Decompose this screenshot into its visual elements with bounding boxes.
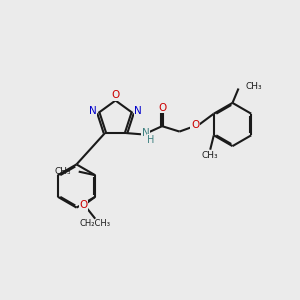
Text: N: N bbox=[142, 128, 150, 138]
Text: N: N bbox=[134, 106, 142, 116]
Text: CH₃: CH₃ bbox=[246, 82, 262, 91]
Text: O: O bbox=[80, 200, 88, 210]
Text: CH₃: CH₃ bbox=[202, 151, 218, 160]
Text: N: N bbox=[89, 106, 97, 116]
Text: O: O bbox=[158, 103, 166, 113]
Text: CH₂CH₃: CH₂CH₃ bbox=[80, 219, 111, 228]
Text: O: O bbox=[191, 120, 199, 130]
Text: CH₃: CH₃ bbox=[55, 167, 71, 176]
Text: H: H bbox=[147, 135, 154, 145]
Text: O: O bbox=[111, 90, 120, 100]
